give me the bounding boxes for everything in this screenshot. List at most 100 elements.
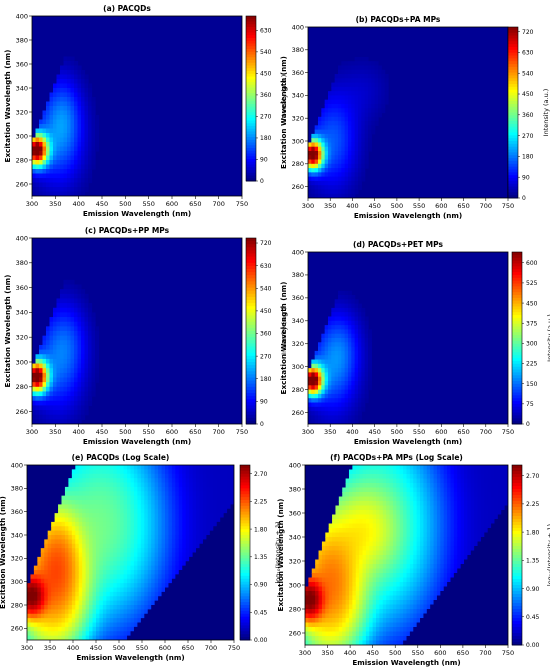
heatmap-cell bbox=[182, 517, 187, 523]
heatmap-cell bbox=[351, 189, 356, 195]
heatmap-cell bbox=[206, 508, 211, 514]
heatmap-cell bbox=[206, 478, 211, 484]
heatmap-cell bbox=[354, 325, 359, 330]
heatmap-cell bbox=[89, 469, 94, 475]
heatmap-cell bbox=[84, 396, 89, 402]
heatmap-cell bbox=[89, 500, 94, 505]
heatmap-cell bbox=[338, 95, 342, 101]
heatmap-cell bbox=[364, 78, 369, 84]
heatmap-cell bbox=[144, 613, 149, 619]
heatmap-cell bbox=[178, 465, 183, 470]
heatmap-cell bbox=[165, 486, 170, 492]
heatmap-cell bbox=[209, 521, 214, 527]
colorbar-step bbox=[512, 386, 522, 391]
heatmap-cell bbox=[223, 539, 228, 545]
heatmap-cell bbox=[77, 83, 82, 89]
heatmap-cell bbox=[75, 469, 80, 475]
heatmap-cell bbox=[74, 178, 79, 184]
heatmap-cell bbox=[351, 329, 356, 335]
heatmap-cell bbox=[123, 578, 128, 584]
heatmap-cell bbox=[77, 124, 82, 130]
heatmap-cell bbox=[99, 543, 104, 549]
heatmap-cell bbox=[202, 486, 207, 492]
heatmap-cell bbox=[49, 160, 54, 166]
heatmap-cell bbox=[77, 298, 82, 304]
heatmap-cell bbox=[53, 155, 58, 161]
heatmap-cell bbox=[68, 622, 73, 628]
heatmap-cell bbox=[168, 491, 173, 497]
heatmap-cell bbox=[84, 155, 89, 161]
x-tick-label: 750 bbox=[502, 428, 514, 436]
heatmap-cell bbox=[89, 561, 94, 567]
heatmap-cell bbox=[60, 169, 65, 175]
heatmap-cell bbox=[328, 91, 332, 97]
heatmap-cell bbox=[308, 555, 313, 561]
heatmap-cell bbox=[53, 354, 58, 360]
heatmap-cell bbox=[220, 465, 225, 470]
heatmap-cell bbox=[154, 478, 159, 484]
heatmap-cell bbox=[165, 578, 170, 584]
heatmap-cell bbox=[178, 613, 183, 619]
heatmap-cell bbox=[106, 504, 111, 510]
heatmap-cell bbox=[85, 618, 90, 624]
heatmap-cell bbox=[147, 469, 152, 475]
heatmap-cell bbox=[216, 495, 221, 501]
heatmap-cell bbox=[27, 635, 32, 640]
heatmap-cell bbox=[85, 500, 90, 505]
heatmap-cell bbox=[354, 82, 359, 88]
colorbar-step bbox=[246, 340, 256, 344]
heatmap-cell bbox=[61, 543, 66, 549]
heatmap-cell bbox=[351, 108, 356, 114]
heatmap-cell bbox=[328, 168, 332, 173]
heatmap-cell bbox=[348, 320, 352, 326]
heatmap-cell bbox=[39, 191, 44, 196]
heatmap-cell bbox=[328, 342, 332, 348]
heatmap-cell bbox=[37, 500, 42, 505]
heatmap-cell bbox=[81, 70, 86, 76]
heatmap-cell bbox=[127, 526, 132, 532]
heatmap-cell bbox=[311, 363, 316, 369]
heatmap-cell bbox=[151, 626, 156, 632]
heatmap-cell bbox=[331, 368, 336, 373]
heatmap-cell bbox=[130, 565, 135, 571]
heatmap-cell bbox=[120, 613, 125, 619]
heatmap-cell bbox=[53, 110, 58, 116]
heatmap-cell bbox=[185, 513, 190, 519]
heatmap-cell bbox=[209, 561, 214, 567]
colorbar-step bbox=[240, 497, 250, 501]
heatmap-cell bbox=[314, 172, 319, 178]
heatmap-cell bbox=[331, 393, 336, 399]
heatmap-cell bbox=[102, 548, 107, 554]
colorbar-step bbox=[246, 40, 256, 44]
heatmap-cell bbox=[321, 342, 326, 348]
colorbar-step bbox=[508, 180, 518, 185]
heatmap-cell bbox=[49, 317, 54, 323]
heatmap-cell bbox=[53, 386, 58, 393]
heatmap-cell bbox=[133, 543, 138, 549]
colorbar-step bbox=[246, 98, 256, 102]
heatmap-cell bbox=[81, 88, 86, 94]
heatmap-cell bbox=[351, 86, 356, 92]
heatmap-cell bbox=[39, 405, 44, 411]
heatmap-cell bbox=[53, 414, 58, 420]
heatmap-cell bbox=[364, 393, 369, 399]
heatmap-cell bbox=[84, 106, 89, 112]
heatmap-cell bbox=[71, 556, 76, 562]
heatmap-cell bbox=[47, 591, 52, 597]
heatmap-cell bbox=[220, 539, 225, 545]
heatmap-cell bbox=[63, 119, 68, 125]
heatmap-cell bbox=[189, 556, 194, 562]
heatmap-cell bbox=[67, 354, 72, 360]
heatmap-cell bbox=[308, 582, 313, 588]
heatmap-cell bbox=[338, 168, 342, 173]
heatmap-cell bbox=[63, 169, 68, 175]
heatmap-cell bbox=[127, 469, 132, 475]
heatmap-cell bbox=[368, 112, 372, 118]
heatmap-cell bbox=[351, 312, 356, 318]
heatmap-cell bbox=[88, 396, 93, 402]
heatmap-cell bbox=[348, 172, 352, 178]
heatmap-cell bbox=[84, 110, 89, 116]
heatmap-cell bbox=[311, 492, 316, 498]
colorbar-step bbox=[246, 101, 256, 105]
heatmap-cell bbox=[32, 146, 37, 152]
